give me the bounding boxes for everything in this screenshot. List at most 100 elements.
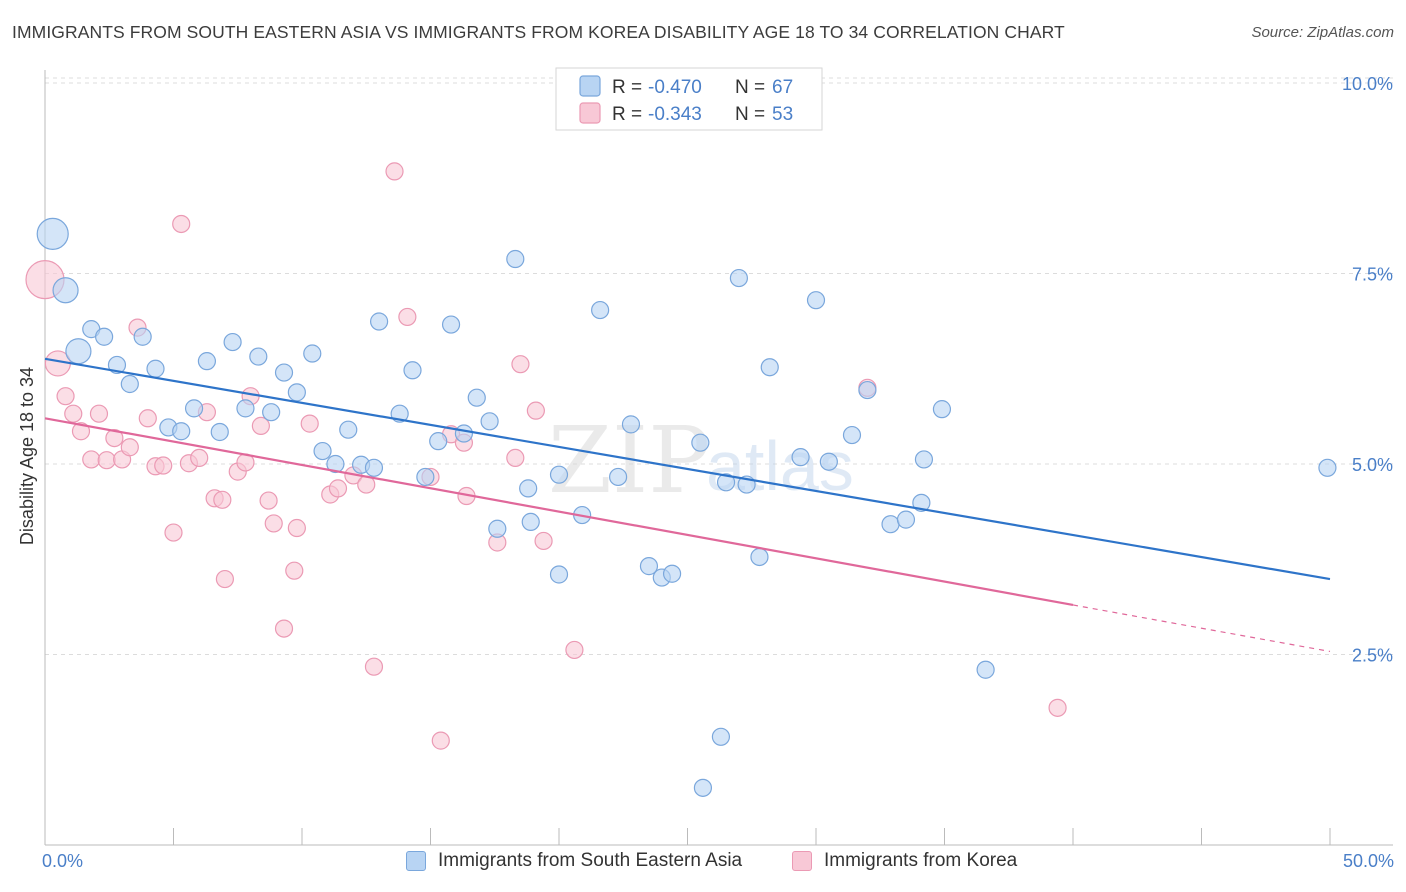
point-sea xyxy=(303,344,322,363)
point-korea xyxy=(164,523,183,542)
point-sea xyxy=(716,473,736,492)
point-korea xyxy=(190,448,209,468)
point-korea xyxy=(154,456,173,475)
point-korea xyxy=(105,428,124,448)
point-sea xyxy=(107,355,127,375)
point-sea xyxy=(133,327,152,346)
point-korea xyxy=(215,569,234,589)
trend-line-korea-dashed xyxy=(1072,604,1331,653)
point-sea xyxy=(120,374,139,394)
point-sea xyxy=(236,399,255,418)
point-sea xyxy=(791,448,810,467)
point-sea xyxy=(210,422,229,442)
bottom-legend-item-sea: Immigrants from South Eastern Asia xyxy=(406,850,742,872)
legend-swatch-korea xyxy=(579,102,601,124)
legend-n-value-korea: 53 xyxy=(772,104,793,125)
y-axis-label: Disability Age 18 to 34 xyxy=(17,367,37,545)
point-sea xyxy=(549,465,569,484)
point-sea xyxy=(549,565,569,584)
point-korea xyxy=(534,531,553,551)
point-sea xyxy=(249,347,268,366)
sea-points xyxy=(36,217,1337,797)
point-korea xyxy=(259,491,278,510)
point-sea xyxy=(858,380,877,400)
point-sea xyxy=(441,315,461,334)
point-korea xyxy=(172,214,191,234)
point-sea xyxy=(223,332,242,352)
point-sea xyxy=(364,458,384,477)
point-sea xyxy=(896,510,916,529)
point-sea xyxy=(806,291,826,310)
y-tick-label: 2.5% xyxy=(1352,646,1393,666)
point-sea xyxy=(750,547,769,567)
point-sea xyxy=(506,249,525,269)
trend-line-sea xyxy=(44,357,1331,581)
point-sea xyxy=(52,277,79,304)
legend-n-label: N = xyxy=(735,77,765,98)
point-korea xyxy=(120,438,139,457)
point-sea xyxy=(262,403,281,422)
legend-swatch-sea xyxy=(579,75,601,97)
trend-lines xyxy=(44,357,1331,653)
legend-r-value-korea: -0.343 xyxy=(648,104,702,125)
point-korea xyxy=(511,355,530,374)
point-korea xyxy=(385,162,404,181)
point-korea xyxy=(1048,698,1067,717)
point-korea xyxy=(56,387,75,406)
point-korea xyxy=(328,479,348,498)
korea-points xyxy=(25,162,1067,750)
y-tick-label: 5.0% xyxy=(1352,455,1393,475)
point-sea xyxy=(912,493,931,512)
point-korea xyxy=(285,561,304,580)
point-korea xyxy=(506,448,525,468)
point-sea xyxy=(691,433,710,452)
point-sea xyxy=(488,519,507,538)
legend-r-value-sea: -0.470 xyxy=(648,77,702,98)
point-korea xyxy=(565,640,584,660)
point-korea xyxy=(364,657,384,676)
bottom-legend-label-korea: Immigrants from Korea xyxy=(824,850,1018,871)
legend-r-label: R = xyxy=(612,77,642,98)
point-sea xyxy=(65,338,92,365)
point-korea xyxy=(274,619,294,638)
point-korea xyxy=(431,731,450,750)
point-korea xyxy=(264,514,283,533)
point-sea xyxy=(621,415,641,434)
point-sea xyxy=(274,363,294,382)
point-korea xyxy=(82,450,101,469)
y-tick-label: 7.5% xyxy=(1352,265,1393,285)
point-korea xyxy=(526,401,545,420)
bottom-legend-label-sea: Immigrants from South Eastern Asia xyxy=(438,850,743,871)
bottom-legend: Immigrants from South Eastern Asia Immig… xyxy=(0,850,1406,880)
point-sea xyxy=(172,422,191,441)
point-korea xyxy=(138,409,157,428)
point-korea xyxy=(398,307,417,327)
point-sea xyxy=(639,557,659,576)
point-sea xyxy=(519,479,538,498)
point-sea xyxy=(370,312,389,331)
point-korea xyxy=(251,416,270,435)
point-sea xyxy=(184,399,204,418)
point-sea xyxy=(287,383,306,402)
point-korea xyxy=(71,422,91,441)
chart-title: IMMIGRANTS FROM SOUTH EASTERN ASIA VS IM… xyxy=(12,22,1065,42)
point-sea xyxy=(729,268,749,288)
x-axis-min-label: 0.0% xyxy=(42,851,84,871)
point-sea xyxy=(480,412,499,431)
source-label: Source: ZipAtlas.com xyxy=(1251,24,1394,41)
gridlines xyxy=(45,77,1393,655)
point-sea xyxy=(467,388,486,407)
point-sea xyxy=(881,515,900,534)
point-sea xyxy=(842,425,862,445)
x-axis-max-label: 50.0% xyxy=(1342,851,1394,871)
point-sea xyxy=(1318,458,1337,477)
point-korea xyxy=(300,414,319,433)
axes xyxy=(44,70,1393,846)
point-sea xyxy=(313,441,332,461)
point-korea xyxy=(97,451,116,470)
point-sea xyxy=(914,450,934,469)
point-sea xyxy=(339,420,358,439)
legend-n-value-sea: 67 xyxy=(772,77,793,98)
point-sea xyxy=(976,660,995,679)
